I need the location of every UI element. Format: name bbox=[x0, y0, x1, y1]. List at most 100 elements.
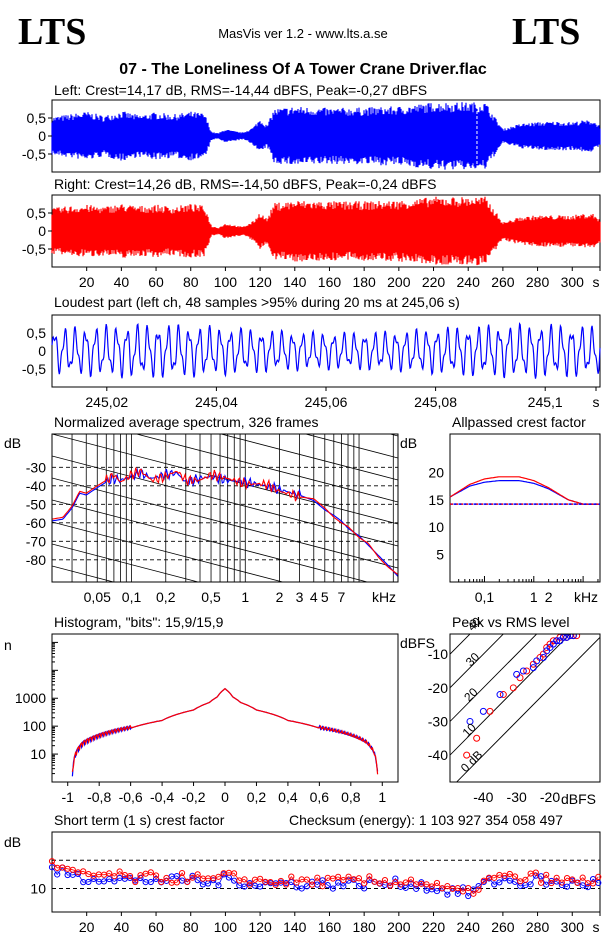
spectrum-xtick-label: 0,1 bbox=[122, 589, 142, 605]
crest-left-series-point bbox=[355, 882, 363, 890]
crest-xtick-label: 260 bbox=[491, 919, 515, 935]
peak-rms-left-point bbox=[569, 634, 577, 640]
crest-right-series-point bbox=[69, 866, 76, 873]
histogram-xtick-label: -0,8 bbox=[87, 789, 111, 805]
crest-left-series-point bbox=[444, 891, 451, 898]
spectrum-ytick-label: -40 bbox=[26, 478, 46, 494]
crest-left-series-point bbox=[496, 879, 503, 886]
crest-xtick-label: 240 bbox=[457, 919, 481, 935]
crest-right-series-point bbox=[454, 885, 461, 892]
crest-left-series-point bbox=[147, 878, 154, 886]
crest-xtick-label: 120 bbox=[248, 919, 272, 935]
peak-rms-left-point bbox=[553, 637, 561, 645]
time-axis-label: 80 bbox=[183, 274, 199, 290]
crest-left-series-point bbox=[54, 871, 61, 878]
crest-right-series-point bbox=[277, 877, 285, 885]
time-axis-label: 260 bbox=[491, 274, 515, 290]
right-wave-ytick-label: 0,5 bbox=[27, 205, 47, 221]
crest-left-series-point bbox=[319, 877, 326, 884]
spectrum-slope-line bbox=[219, 434, 398, 481]
peak-rms-diagonal bbox=[450, 634, 538, 722]
spectrum-xtick-label: 1 bbox=[241, 589, 249, 605]
crest-right-series-point bbox=[147, 869, 154, 876]
peak-rms-ytick-label: -40 bbox=[428, 747, 448, 763]
logo-left: LTS bbox=[18, 11, 86, 53]
crest-left-series-point bbox=[340, 883, 347, 890]
crest-right-series-point bbox=[80, 868, 87, 875]
spectrum-slope-line bbox=[52, 434, 398, 525]
right-wave-ytick-label: 0 bbox=[38, 223, 46, 239]
crest-right-series-point bbox=[387, 882, 394, 889]
time-axis-label: 60 bbox=[148, 274, 164, 290]
crest-left-series-point bbox=[241, 883, 248, 890]
histogram-xtick-label: -0,4 bbox=[150, 789, 174, 805]
loudest-xtick-label: 245,04 bbox=[195, 394, 238, 410]
crest-xtick-label: 100 bbox=[214, 919, 238, 935]
histogram-ytick-label: 10 bbox=[30, 746, 46, 762]
crest-right-series-point bbox=[574, 879, 581, 886]
crest-xtick-label: 300 bbox=[561, 919, 585, 935]
allpass-frame bbox=[449, 433, 601, 583]
spectrum-xtick-label: 3 bbox=[296, 589, 304, 605]
crest-right-series-point bbox=[595, 873, 602, 880]
crest-right-series-point bbox=[309, 881, 316, 888]
crest-right-series-point bbox=[184, 878, 191, 886]
crest-xtick-label: 180 bbox=[352, 919, 376, 935]
spectrum-ytick-label: -80 bbox=[26, 552, 46, 568]
peak-rms-left-point bbox=[466, 717, 474, 725]
loudest-ytick-label: -0,5 bbox=[22, 361, 46, 377]
crest-right-series-point bbox=[506, 870, 513, 878]
crest-right-series-point bbox=[189, 874, 196, 881]
peak-rms-left-point bbox=[529, 664, 537, 672]
time-axis-label: 100 bbox=[214, 274, 238, 290]
crest-left-series-point bbox=[563, 883, 571, 890]
loudest-xtick-label: 245,08 bbox=[414, 394, 457, 410]
right-wave-ytick-label: -0,5 bbox=[22, 241, 46, 257]
allpass-xtick-label: 0,1 bbox=[475, 589, 495, 605]
crest-left-series-point bbox=[85, 878, 92, 886]
peak-rms-right-point bbox=[523, 667, 531, 675]
spectrum-xtick-label: 0,2 bbox=[156, 589, 176, 605]
peak-rms-diagonal bbox=[450, 634, 504, 689]
file-title: 07 - The Loneliness Of A Tower Crane Dri… bbox=[119, 61, 487, 78]
crest-right-series-point bbox=[402, 879, 409, 886]
crest-left-series-point bbox=[173, 872, 180, 880]
left-wave-ytick-label: 0,5 bbox=[27, 110, 47, 126]
crest-left-series-point bbox=[491, 881, 498, 888]
crest-left-series-point bbox=[392, 875, 399, 882]
spectrum-xtick-label: 2 bbox=[276, 589, 284, 605]
peak-rms-left-point bbox=[513, 670, 521, 678]
spectrum-slope-line bbox=[52, 521, 285, 582]
histogram-xtick-label: -1 bbox=[62, 789, 75, 805]
crest-right-series-point bbox=[392, 878, 399, 886]
crest-right-series-point bbox=[423, 881, 430, 888]
crest-right-series-point bbox=[158, 878, 165, 886]
crest-right-series-point bbox=[85, 870, 92, 878]
crest-right-series-point bbox=[132, 878, 139, 886]
crest-right-series-point bbox=[397, 881, 404, 888]
crest-right-series-point bbox=[579, 874, 586, 881]
peak-rms-xlabel: dBFS bbox=[561, 791, 596, 807]
crest-xtick-label: 200 bbox=[387, 919, 411, 935]
allpass-ytick-label: 5 bbox=[436, 547, 444, 563]
peak-rms-diagonal bbox=[450, 634, 571, 756]
crest-xtick-label: s bbox=[593, 919, 600, 935]
crest-right-series-point bbox=[522, 876, 529, 883]
crest-right-series-point bbox=[475, 886, 482, 893]
crest-left-series-point bbox=[100, 878, 108, 885]
histogram-xtick-label: 0 bbox=[221, 789, 229, 805]
crest-left-series-point bbox=[584, 884, 591, 891]
crest-right-series-point bbox=[335, 873, 342, 880]
crest-left-series-point bbox=[257, 883, 264, 890]
app-version: MasVis ver 1.2 - www.lts.a.se bbox=[218, 26, 388, 41]
crest-right-series-point bbox=[215, 873, 222, 880]
time-axis-label: 240 bbox=[457, 274, 481, 290]
crest-left-series-point bbox=[215, 882, 222, 889]
peak-rms-right-point bbox=[463, 751, 471, 759]
spectrum-title: Normalized average spectrum, 326 frames bbox=[54, 414, 319, 430]
peak-rms-diagonal-label: 0 dB bbox=[458, 748, 485, 775]
crest-right-series-point bbox=[152, 872, 160, 879]
left-wave-signal bbox=[51, 102, 601, 170]
crest-title: Short term (1 s) crest factor bbox=[54, 812, 225, 828]
histogram-xtick-label: 0,6 bbox=[310, 789, 330, 805]
